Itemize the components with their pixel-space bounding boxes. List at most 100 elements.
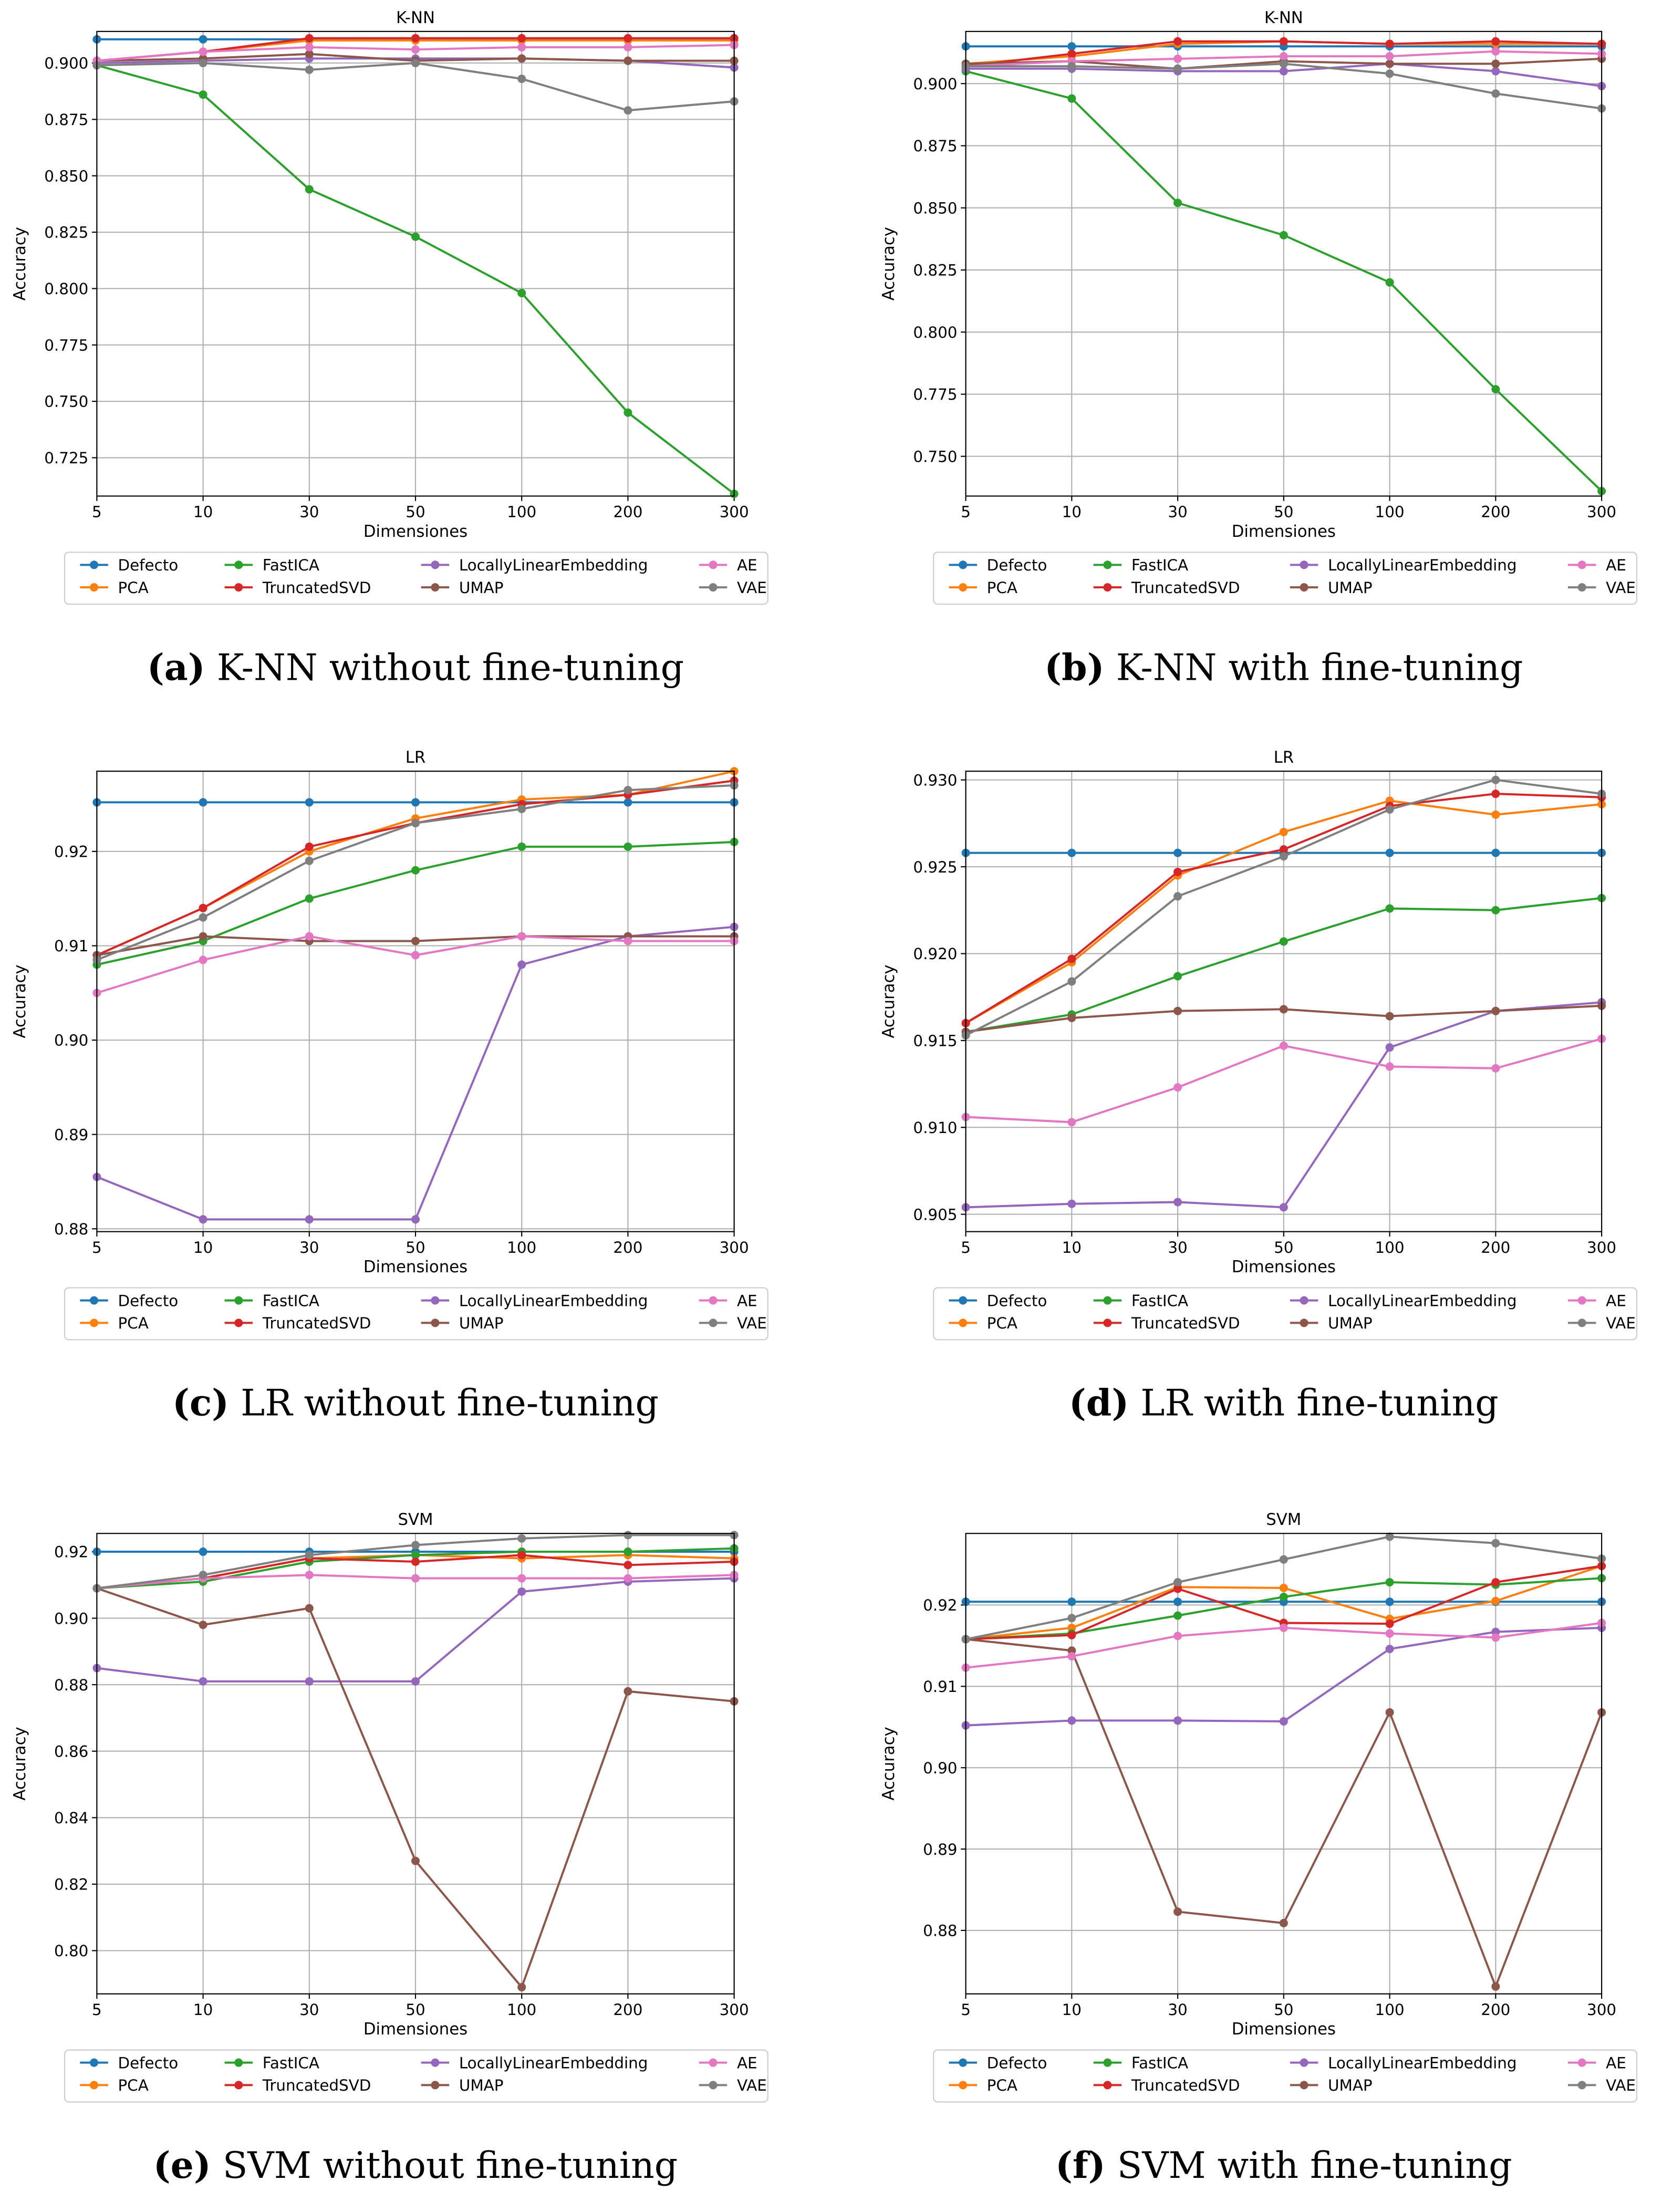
- legend-item-truncatedsvd: TruncatedSVD: [224, 579, 371, 597]
- data-point: [411, 1557, 420, 1566]
- data-point: [1385, 1629, 1394, 1638]
- data-point: [517, 960, 526, 969]
- legend-label: UMAP: [1328, 1314, 1373, 1332]
- data-point: [517, 75, 526, 84]
- caption-text: LR without fine-tuning: [229, 1383, 659, 1425]
- data-point: [411, 1677, 420, 1686]
- data-point: [517, 1587, 526, 1596]
- legend-item-pca: PCA: [80, 579, 149, 597]
- data-point: [1491, 810, 1500, 819]
- data-point: [624, 937, 632, 946]
- x-axis-label: Dimensiones: [363, 1258, 468, 1276]
- x-tick-label: 30: [299, 503, 319, 521]
- x-tick-label: 50: [406, 2001, 425, 2019]
- x-tick-label: 50: [1274, 1239, 1293, 1256]
- x-tick-label: 50: [406, 503, 425, 521]
- x-tick-label: 300: [1587, 2001, 1616, 2019]
- data-point: [1279, 937, 1288, 946]
- legend-marker: [90, 2058, 99, 2067]
- data-point: [1491, 59, 1500, 68]
- data-point: [1491, 1633, 1500, 1642]
- caption-text: K-NN without fine-tuning: [205, 647, 684, 689]
- legend-marker: [959, 1318, 968, 1327]
- y-tick-label: 0.750: [913, 448, 957, 465]
- subplot-e: 5 10 30 50 100 200 300 0.80 0.82 0.84 0.86 0.88 0.90…: [11, 1510, 768, 2187]
- data-point: [305, 1215, 314, 1224]
- data-point: [1173, 1611, 1182, 1620]
- data-point: [411, 1574, 420, 1583]
- chart-title: K-NN: [1264, 8, 1303, 27]
- legend-marker: [431, 2081, 440, 2090]
- data-point: [624, 1531, 632, 1540]
- y-tick-label: 0.915: [913, 1032, 957, 1050]
- data-point: [305, 856, 314, 865]
- legend-marker: [709, 560, 718, 569]
- y-tick-label: 0.89: [923, 1841, 957, 1858]
- legend-marker: [234, 2058, 243, 2067]
- series-defecto: [92, 798, 739, 807]
- data-point: [1491, 1006, 1500, 1015]
- data-point: [1173, 1006, 1182, 1015]
- x-tick-label: 100: [507, 2001, 536, 2019]
- legend-item-locallylinearembedding: LocallyLinearEmbedding: [1290, 1292, 1517, 1310]
- data-point: [1385, 39, 1394, 48]
- legend-marker: [1103, 2058, 1112, 2067]
- legend-marker: [431, 1318, 440, 1327]
- legend-marker: [1300, 583, 1308, 592]
- data-point: [305, 1571, 314, 1580]
- data-point: [1173, 1083, 1182, 1092]
- legend-label: FastICA: [263, 556, 319, 574]
- x-tick-label: 10: [1062, 1239, 1082, 1256]
- legend-marker: [1300, 2081, 1308, 2090]
- chart-title: K-NN: [396, 8, 435, 27]
- chart-title: SVM: [398, 1510, 433, 1529]
- legend-item-vae: VAE: [1567, 1314, 1636, 1332]
- subfigure-caption: (a) K-NN without fine-tuning: [147, 646, 684, 689]
- x-tick-label: 10: [1062, 503, 1082, 521]
- legend-label: Defecto: [118, 2054, 178, 2072]
- legend-label: LocallyLinearEmbedding: [1328, 2054, 1517, 2072]
- y-tick-label: 0.88: [923, 1922, 957, 1940]
- data-point: [305, 842, 314, 851]
- data-point: [1491, 1596, 1500, 1605]
- subfigure-caption: (b) K-NN with fine-tuning: [1044, 646, 1523, 689]
- data-point: [1491, 906, 1500, 915]
- legend-label: UMAP: [1328, 2076, 1373, 2094]
- y-tick-label: 0.800: [44, 280, 88, 298]
- data-point: [411, 232, 420, 241]
- y-tick-label: 0.725: [44, 449, 88, 467]
- y-tick-label: 0.92: [923, 1596, 957, 1614]
- legend-label: PCA: [987, 579, 1017, 597]
- legend-marker: [709, 1318, 718, 1327]
- caption-letter: (c): [172, 1382, 229, 1425]
- x-tick-label: 300: [720, 503, 749, 521]
- series-vae: [92, 781, 739, 964]
- legend-item-pca: PCA: [80, 1314, 149, 1332]
- data-point: [517, 932, 526, 941]
- data-point: [1491, 1539, 1500, 1548]
- legend-label: FastICA: [263, 2054, 319, 2072]
- legend-marker: [234, 583, 243, 592]
- y-tick-label: 0.900: [44, 55, 88, 72]
- legend-marker: [1103, 560, 1112, 569]
- data-point: [1279, 1203, 1288, 1212]
- legend-label: LocallyLinearEmbedding: [1328, 1292, 1517, 1310]
- x-axis-label: Dimensiones: [1232, 1258, 1336, 1276]
- data-point: [1279, 52, 1288, 61]
- legend-label: LocallyLinearEmbedding: [459, 2054, 648, 2072]
- x-tick-label: 5: [92, 1239, 102, 1256]
- data-point: [1279, 852, 1288, 861]
- data-point: [1491, 89, 1500, 98]
- legend-item-pca: PCA: [949, 2076, 1017, 2094]
- legend-marker: [1300, 1296, 1308, 1305]
- legend-item-defecto: Defecto: [80, 556, 178, 574]
- subfigure-caption: (e) SVM without fine-tuning: [153, 2144, 678, 2187]
- data-point: [1279, 37, 1288, 46]
- y-tick-label: 0.825: [44, 224, 88, 242]
- legend-marker: [431, 560, 440, 569]
- legend-item-ae: AE: [699, 556, 757, 574]
- chart-title: LR: [1274, 748, 1294, 767]
- y-tick-label: 0.91: [923, 1678, 957, 1696]
- data-point: [411, 1551, 420, 1560]
- legend-item-truncatedsvd: TruncatedSVD: [224, 1314, 371, 1332]
